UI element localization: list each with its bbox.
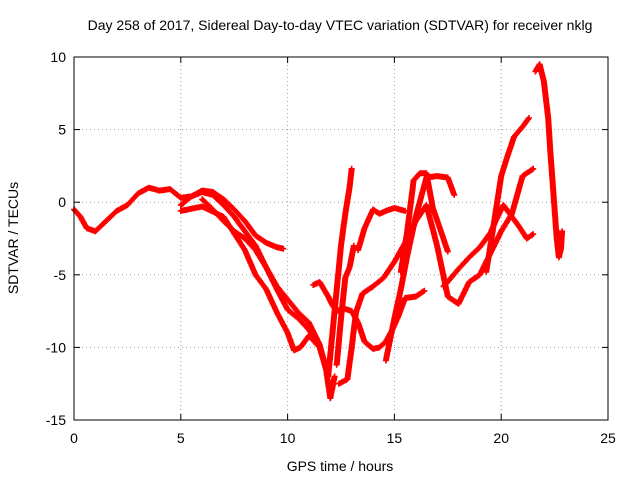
y-tick-label: -5 — [54, 267, 67, 283]
series-track-d — [199, 196, 329, 370]
series-track-i — [355, 205, 409, 254]
axis-ticks: 0 5 10 15 20 25 -15 -10 -5 0 5 10 — [46, 49, 616, 446]
x-tick-label: 20 — [493, 430, 509, 446]
series-track-m — [325, 165, 355, 380]
y-tick-label: 0 — [58, 194, 66, 210]
series-track-n — [333, 242, 357, 368]
series-markers — [532, 61, 566, 261]
x-tick-label: 5 — [177, 430, 185, 446]
series-track-l — [532, 61, 566, 261]
x-axis-label: GPS time / hours — [287, 458, 394, 474]
y-tick-label: -10 — [46, 339, 66, 355]
data-marks — [71, 61, 566, 402]
series-markers — [325, 165, 355, 380]
x-tick-label: 15 — [387, 430, 403, 446]
series-markers — [199, 196, 329, 370]
series-track-c — [177, 203, 338, 402]
series-markers — [333, 242, 357, 368]
series-track-b — [177, 189, 329, 373]
series-track-f — [335, 165, 537, 387]
series-markers — [177, 189, 329, 373]
x-tick-label: 0 — [70, 430, 78, 446]
y-tick-label: -15 — [46, 412, 66, 428]
x-tick-label: 25 — [600, 430, 616, 446]
series-markers — [483, 115, 532, 275]
plot-frame — [73, 56, 609, 421]
x-tick-label: 10 — [280, 430, 296, 446]
y-tick-label: 10 — [50, 49, 66, 65]
series-markers — [355, 205, 409, 254]
series-markers — [397, 170, 451, 275]
chart-title: Day 258 of 2017, Sidereal Day-to-day VTE… — [88, 17, 593, 33]
series-markers — [335, 165, 537, 387]
series-markers — [382, 173, 458, 364]
y-axis-label: SDTVAR / TECUs — [5, 182, 21, 294]
series-track-h — [397, 170, 451, 275]
y-tick-label: 5 — [58, 122, 66, 138]
series-markers — [177, 203, 338, 402]
series-track-k — [483, 115, 532, 275]
series-track-g — [382, 173, 458, 364]
